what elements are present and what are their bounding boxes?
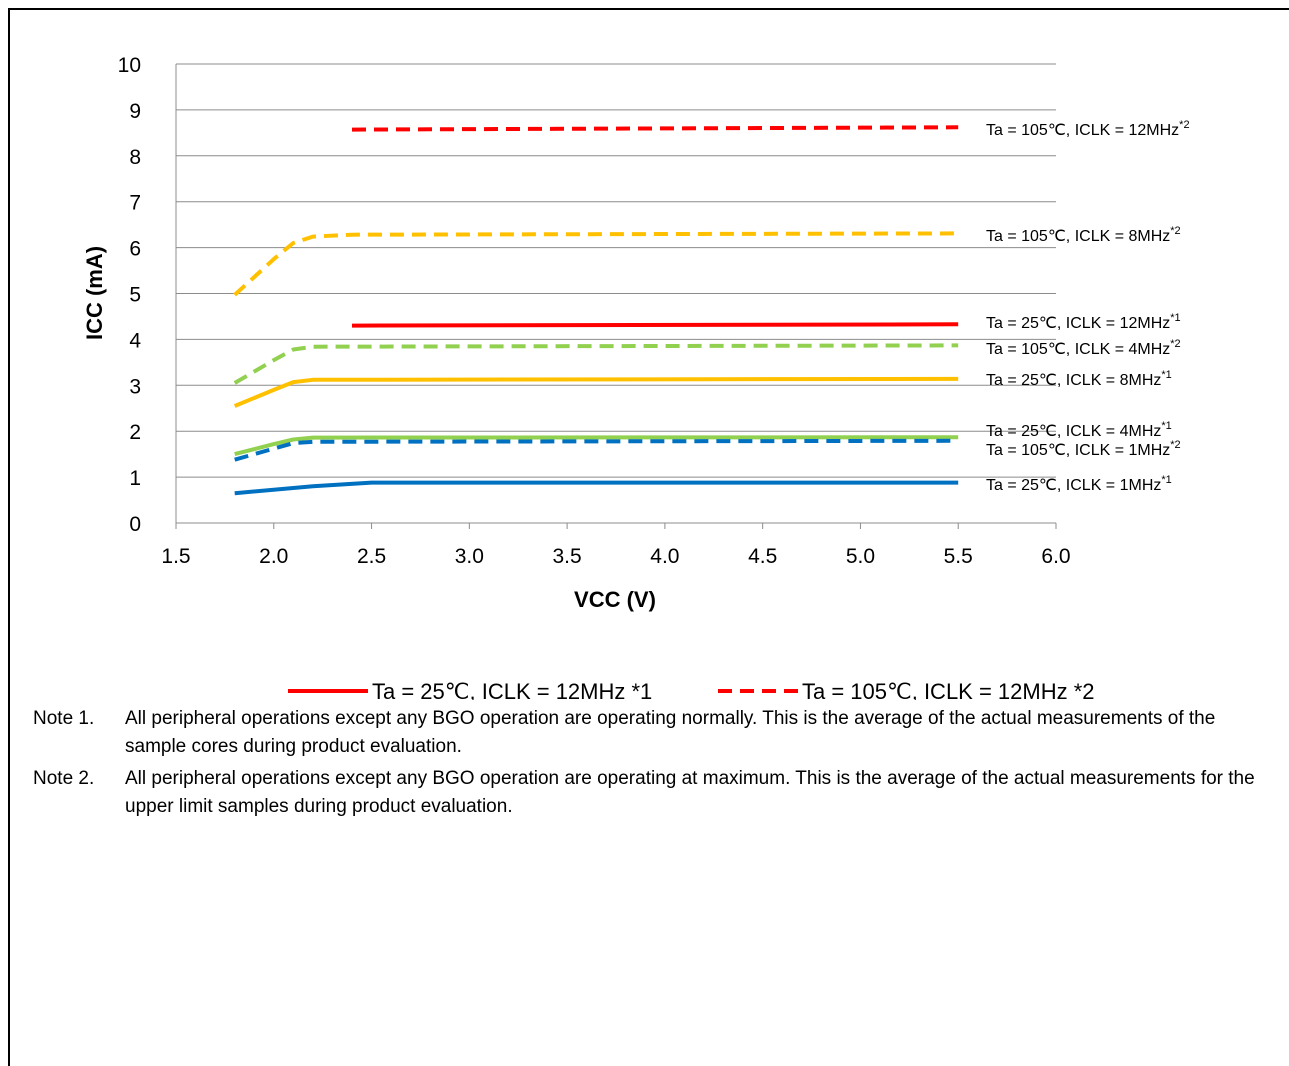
y-tick-label: 4 (129, 329, 141, 352)
series-line-7 (234, 438, 959, 462)
line-labels: Ta = 105℃, ICLK = 12MHz*2 Ta = 105℃, ICLK… (986, 119, 1190, 494)
line-label: Ta = 25℃, ICLK = 12MHz*1 (986, 312, 1181, 332)
y-tick-label: 10 (118, 54, 141, 77)
line-label: Ta = 25℃, ICLK = 4MHz*1 (986, 420, 1172, 440)
x-tick-label: 6.0 (1041, 545, 1070, 568)
y-tick-label: 9 (129, 100, 141, 123)
y-tick-label: 7 (129, 192, 141, 215)
y-tick-label: 8 (129, 146, 141, 169)
y-tick-label: 6 (129, 238, 141, 261)
legend: Ta = 25℃, ICLK = 12MHz *1 Ta = 105℃, ICLK… (288, 679, 1095, 700)
series-line-4 (234, 435, 959, 457)
x-tick-label: 2.0 (259, 545, 288, 568)
legend-label: Ta = 25℃, ICLK = 12MHz *1 (372, 679, 652, 700)
series-line-2 (233, 376, 959, 408)
x-tick-label: 3.0 (455, 545, 484, 568)
x-tick-label: 2.5 (357, 545, 386, 568)
note-1: Note 1. All peripheral operations except… (33, 705, 1278, 761)
series-line-5 (233, 343, 959, 385)
series-line-3 (233, 231, 959, 297)
line-chart: 0 1 2 3 4 5 6 7 8 9 10 1.5 2.0 2.5 3.0 3.5 4.0 4.5 5.0 5.5… (82, 54, 1190, 700)
line-label: Ta = 25℃, ICLK = 1MHz*1 (986, 474, 1172, 494)
series-lines (233, 125, 959, 496)
y-tick-label: 0 (129, 513, 141, 536)
notes: Note 1. All peripheral operations except… (33, 705, 1278, 825)
gridlines: 0 1 2 3 4 5 6 7 8 9 10 (118, 54, 1056, 536)
note-label: Note 2. (33, 768, 95, 789)
note-text: All peripheral operations except any BGO… (125, 768, 1255, 817)
y-tick-label: 1 (129, 467, 141, 490)
note-text: All peripheral operations except any BGO… (125, 708, 1216, 757)
note-2: Note 2. All peripheral operations except… (33, 765, 1278, 821)
x-tick-label: 1.5 (161, 545, 190, 568)
legend-item-0: Ta = 25℃, ICLK = 12MHz *1 (288, 679, 652, 700)
x-tick-label: 5.5 (944, 545, 973, 568)
y-tick-label: 3 (129, 375, 141, 398)
series-line-1 (351, 125, 959, 132)
x-tick-label: 3.5 (553, 545, 582, 568)
axes: 1.5 2.0 2.5 3.0 3.5 4.0 4.5 5.0 5.5 6.0 (161, 64, 1071, 568)
y-axis-title: ICC (mA) (82, 246, 107, 340)
legend-label: Ta = 105℃, ICLK = 12MHz *2 (802, 679, 1095, 700)
figure-frame (8, 8, 1289, 1066)
note-label: Note 1. (33, 708, 95, 729)
line-label: Ta = 105℃, ICLK = 12MHz*2 (986, 119, 1190, 139)
x-tick-label: 4.0 (650, 545, 679, 568)
x-tick-label: 5.0 (846, 545, 875, 568)
x-axis-title: VCC (V) (574, 587, 656, 612)
series-line-6 (234, 480, 959, 496)
line-label: Ta = 105℃, ICLK = 8MHz*2 (986, 225, 1181, 245)
legend-item-1: Ta = 105℃, ICLK = 12MHz *2 (718, 679, 1095, 700)
x-tick-label: 4.5 (748, 545, 777, 568)
line-label: Ta = 105℃, ICLK = 1MHz*2 (986, 439, 1181, 459)
line-label: Ta = 105℃, ICLK = 4MHz*2 (986, 338, 1181, 358)
y-tick-label: 5 (129, 284, 141, 307)
line-label: Ta = 25℃, ICLK = 8MHz*1 (986, 369, 1172, 389)
y-tick-label: 2 (129, 421, 141, 444)
series-line-0 (351, 322, 959, 328)
